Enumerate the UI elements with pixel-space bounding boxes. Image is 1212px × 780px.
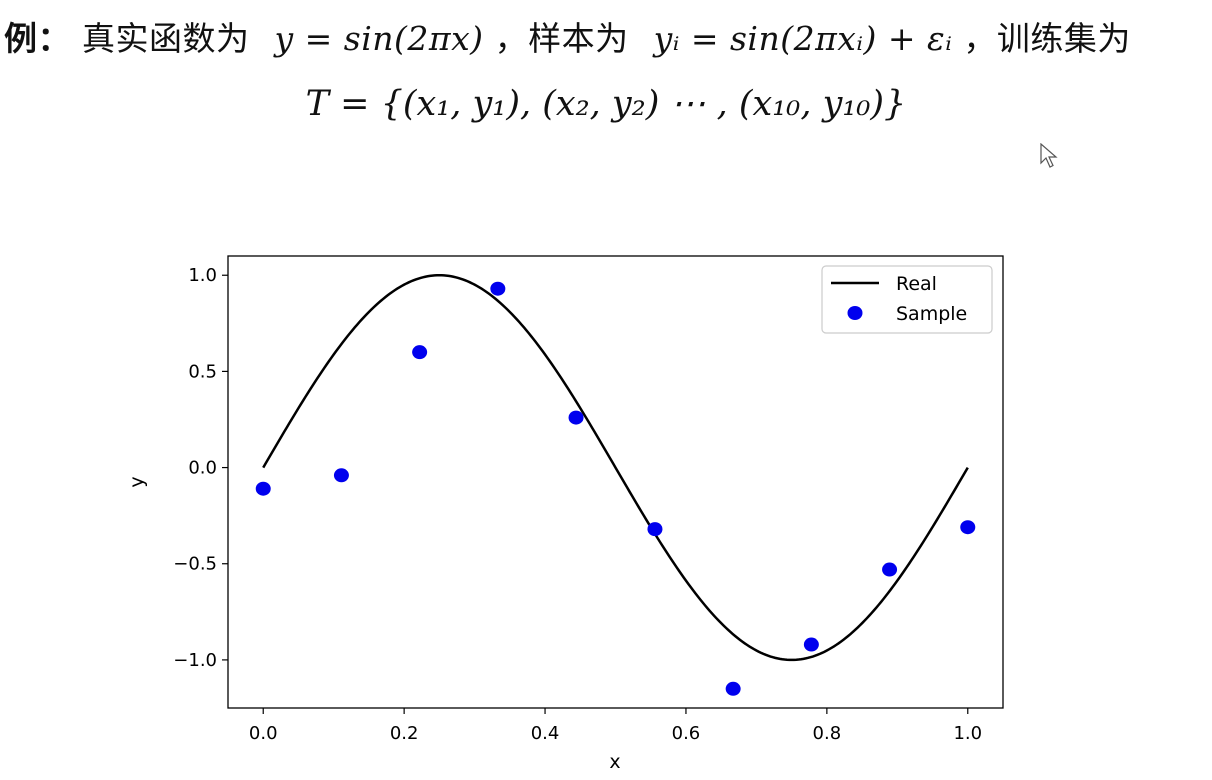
x-tick-label: 0.2	[390, 723, 419, 744]
real-curve	[262, 273, 969, 662]
y-tick-label: 0.0	[188, 458, 217, 479]
sample-point	[725, 681, 741, 696]
statement-text-3: ，训练集为	[963, 19, 1131, 58]
statement-text-1: 真实函数为	[82, 19, 250, 58]
x-tick-label: 0.8	[813, 723, 842, 744]
y-tick-label: 0.5	[188, 361, 217, 382]
sample-point	[255, 481, 271, 496]
legend: Real Sample	[821, 265, 993, 334]
legend-sample-label: Sample	[896, 303, 967, 325]
sample-point	[803, 637, 819, 652]
sample-point	[333, 468, 349, 483]
y-axis-label: y	[126, 476, 148, 487]
sample-formula: yᵢ = sin(2πxᵢ) + εᵢ	[653, 19, 953, 58]
training-set-formula: T = {(x₁, y₁), (x₂, y₂) ⋯ , (x₁₀, y₁₀)}	[305, 84, 907, 124]
y-tick-label: −0.5	[173, 554, 217, 575]
x-tick-label: 0.0	[249, 723, 278, 744]
example-label: 例：	[4, 19, 71, 58]
example-statement: 例： 真实函数为 y = sin(2πx) ，样本为 yᵢ = sin(2πxᵢ…	[4, 12, 1204, 62]
y-tick-label: 1.0	[188, 265, 217, 286]
statement-text-2: ，样本为	[494, 19, 629, 58]
x-tick-label: 0.4	[531, 723, 560, 744]
sample-point	[647, 522, 663, 537]
y-tick-label: −1.0	[173, 650, 217, 671]
sample-point	[490, 281, 506, 296]
legend-real-label: Real	[896, 273, 937, 295]
x-axis-label: x	[609, 751, 620, 773]
x-tick-label: 1.0	[953, 723, 982, 744]
sample-point	[412, 345, 428, 360]
sample-point	[960, 520, 976, 535]
x-tick-label: 0.6	[672, 723, 701, 744]
sample-point	[882, 562, 898, 577]
legend-sample-swatch	[847, 306, 863, 320]
sample-point	[568, 410, 584, 425]
mouse-cursor-icon	[1040, 143, 1058, 168]
true-function-formula: y = sin(2πx)	[274, 19, 484, 58]
